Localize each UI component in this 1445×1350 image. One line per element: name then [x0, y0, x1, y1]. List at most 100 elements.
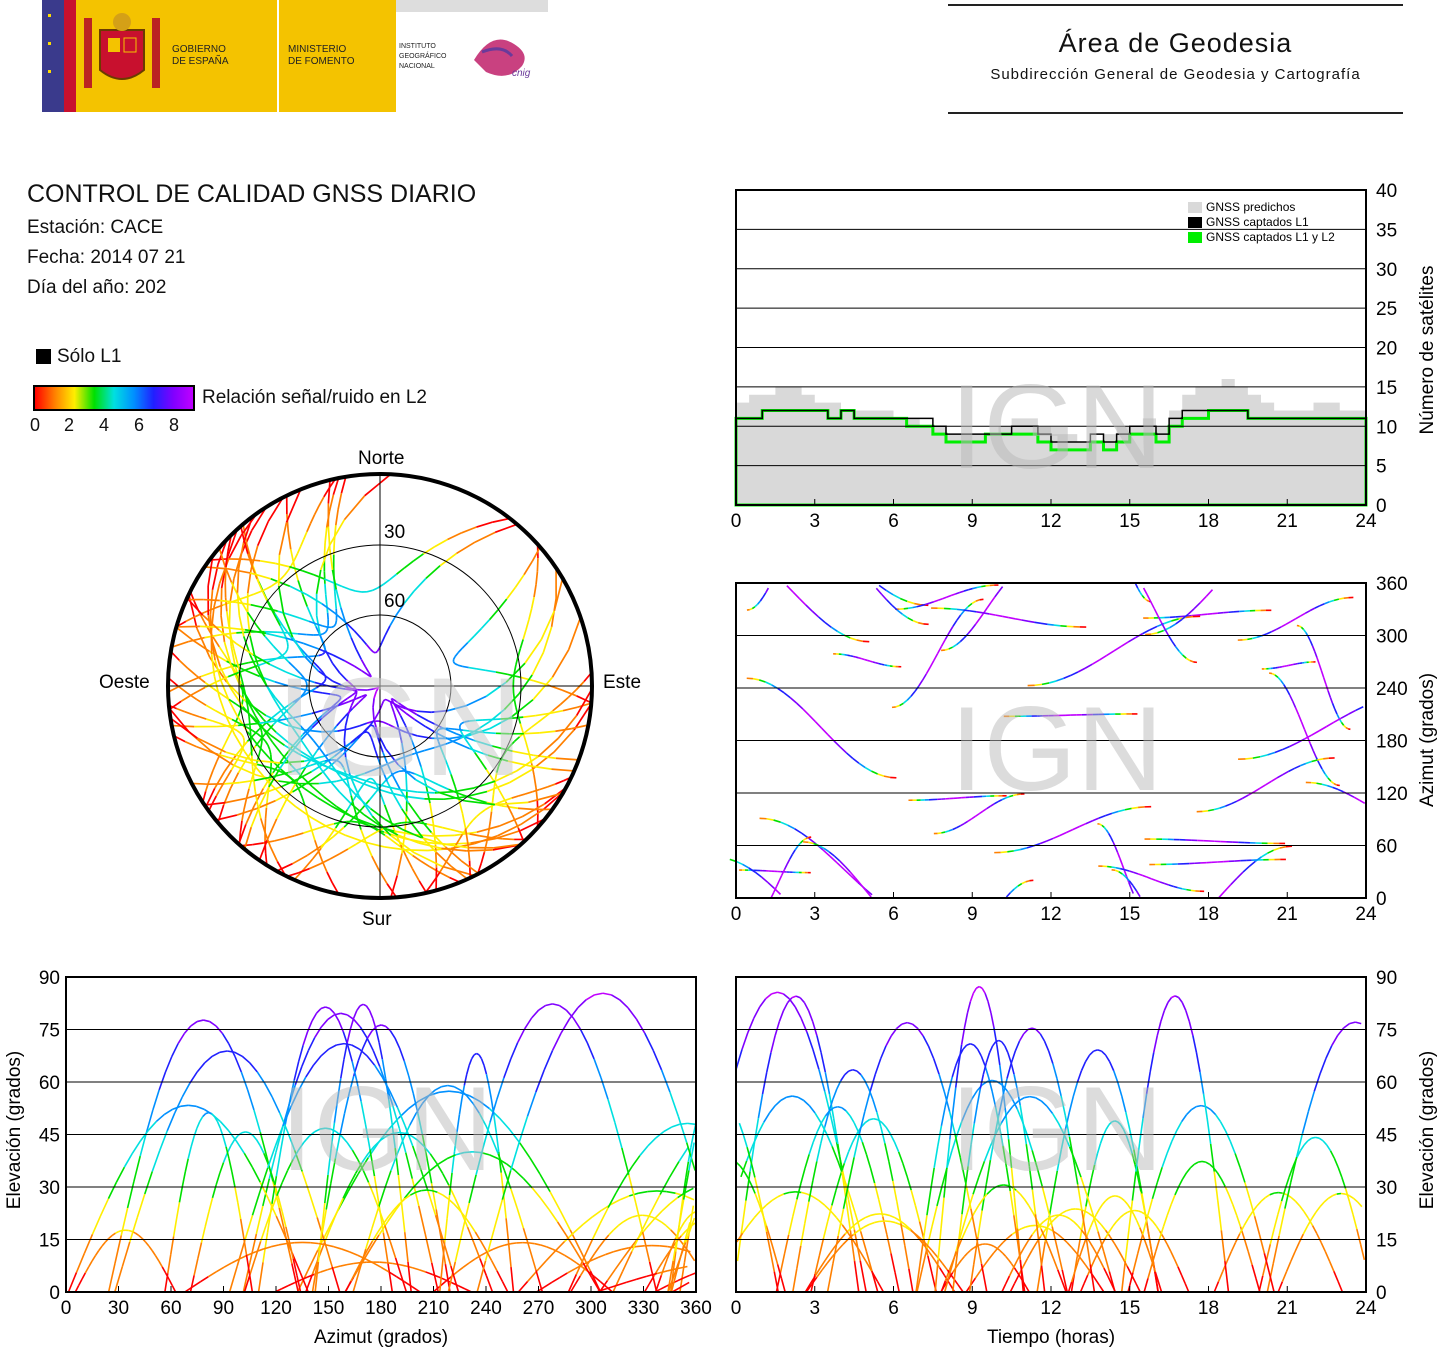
azimuth-track-segment — [963, 609, 970, 612]
elev-track-segment — [905, 1226, 912, 1232]
elev-track-segment — [818, 1199, 826, 1206]
azimuth-track-segment — [1178, 650, 1184, 656]
sky-track-segment — [332, 540, 336, 555]
legend-solo-l1: Sólo L1 — [36, 346, 121, 368]
elev-track-segment — [816, 1143, 822, 1162]
sky-track-segment — [188, 636, 205, 643]
sky-track-segment — [386, 883, 398, 898]
sky-track-segment — [336, 715, 346, 727]
elev-track-segment — [1278, 1191, 1283, 1194]
azimuth-track-segment — [1174, 646, 1180, 652]
elev-track-segment — [994, 1107, 1001, 1127]
elev-az-track-segment — [468, 1094, 480, 1102]
sky-track-segment — [486, 781, 511, 793]
azimuth-track-segment — [1267, 849, 1275, 854]
elev-az-track-segment — [230, 1139, 236, 1147]
elev-az-track-segment — [301, 1050, 310, 1067]
elev-az-track-segment — [680, 1230, 687, 1237]
elev-az-track-segment — [676, 1235, 682, 1243]
azimuth-track-segment — [1318, 725, 1327, 732]
elev-track-segment — [1067, 1281, 1073, 1293]
azimuth-track-segment — [1139, 591, 1143, 596]
sky-track-segment — [239, 750, 243, 756]
elev-az-track-segment — [632, 1214, 638, 1218]
elev-az-track-segment — [275, 1149, 282, 1177]
elev-track-segment — [1171, 995, 1176, 999]
sky-track-segment — [397, 834, 419, 844]
sky-track-segment — [274, 697, 285, 709]
elev-track-segment — [969, 992, 975, 1002]
elev-track-segment — [1080, 1061, 1087, 1072]
azimuth-track-segment — [955, 591, 960, 595]
azimuth-track-segment — [814, 720, 823, 729]
elev-az-track-segment — [225, 1146, 230, 1159]
azimuth-track-segment — [1005, 795, 1010, 799]
sky-track-segment — [349, 725, 360, 730]
sky-track-segment — [434, 824, 443, 829]
elev-track-segment — [845, 1110, 851, 1117]
azimuth-track-segment — [1185, 615, 1194, 619]
legend-l1: GNSS captados L1 — [1206, 215, 1309, 229]
sky-track-segment — [300, 727, 313, 741]
azimuth-track-segment — [1201, 613, 1208, 616]
elev-az-track-segment — [239, 1218, 245, 1237]
elev-track-segment — [1176, 1121, 1183, 1131]
elev-az-track-segment — [565, 1234, 576, 1250]
elev-track-segment — [1301, 1111, 1310, 1134]
elev-az-track-segment — [211, 1051, 221, 1057]
elev-track-segment — [1132, 1253, 1139, 1273]
sky-track-segment — [322, 730, 338, 733]
sky-track-segment — [204, 607, 215, 614]
sky-track-segment — [437, 791, 465, 802]
elev-track-segment — [973, 1104, 979, 1124]
elev-track-segment — [800, 1223, 806, 1246]
elev-az-track-segment — [529, 1157, 541, 1175]
elev-az-track-segment — [558, 1251, 566, 1257]
azimuth-track-segment — [1327, 690, 1332, 698]
elev-track-segment — [982, 1193, 988, 1200]
elev-track-segment — [946, 1139, 951, 1168]
sky-track-segment — [322, 708, 333, 719]
elev-track-segment — [807, 1010, 814, 1022]
elev-az-track-segment — [208, 1197, 214, 1213]
azimuth-track-segment — [912, 605, 917, 609]
ea-xtick: 180 — [365, 1298, 397, 1319]
elev-az-track-segment — [334, 1134, 341, 1159]
elev-az-track-segment — [336, 1197, 344, 1213]
elev-az-track-segment — [208, 1111, 212, 1115]
elev-track-segment — [1135, 1143, 1141, 1172]
sky-track-segment — [333, 623, 337, 627]
az-xtick: 9 — [967, 904, 978, 925]
azimuth-track-segment — [885, 589, 894, 596]
elev-az-track-segment — [320, 1048, 330, 1057]
elev-track-segment — [861, 1141, 868, 1155]
elev-az-track-segment — [340, 1012, 348, 1016]
sat-ytick: 20 — [1376, 339, 1397, 360]
elev-az-track-segment — [522, 1178, 533, 1189]
elev-track-segment — [1209, 1143, 1216, 1172]
sat-ytick: 0 — [1376, 496, 1387, 517]
elev-track-segment — [962, 1044, 968, 1050]
elev-az-track-segment — [528, 1248, 537, 1271]
sky-track-segment — [235, 659, 241, 671]
elev-track-segment — [754, 1193, 760, 1204]
sky-track-segment — [267, 497, 284, 522]
elev-az-track-segment — [552, 1003, 560, 1007]
azimuth-track-segment — [1289, 742, 1298, 748]
elev-track-segment — [743, 1170, 749, 1178]
azimuth-track-segment — [1271, 628, 1277, 633]
elev-az-track-segment — [617, 1221, 624, 1227]
azimuth-track-segment — [1039, 840, 1047, 845]
sky-track-segment — [401, 808, 413, 824]
azimuth-track-segment — [854, 877, 862, 885]
azimuth-track-segment — [1277, 676, 1282, 682]
elev-az-track-segment — [256, 1071, 266, 1084]
azimuth-track-segment — [1092, 817, 1100, 822]
elev-track-segment — [1185, 1109, 1192, 1116]
sat-ytick: 40 — [1376, 181, 1397, 202]
azimuth-track-segment — [852, 757, 860, 764]
elev-track-segment — [1013, 1197, 1019, 1229]
sky-track-segment — [450, 774, 456, 787]
elev-track-segment — [1036, 1219, 1042, 1230]
elev-az-track-segment — [381, 1076, 391, 1092]
